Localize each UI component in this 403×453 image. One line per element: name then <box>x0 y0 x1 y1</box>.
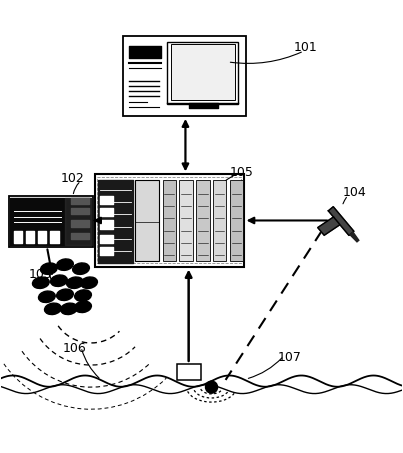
Text: 102: 102 <box>61 172 85 185</box>
Ellipse shape <box>50 275 67 286</box>
Ellipse shape <box>60 303 77 314</box>
Polygon shape <box>328 207 354 236</box>
Text: 107: 107 <box>278 351 302 363</box>
Text: 106: 106 <box>63 342 87 356</box>
Ellipse shape <box>75 290 91 301</box>
Polygon shape <box>318 217 340 235</box>
Text: 103: 103 <box>29 268 53 281</box>
FancyBboxPatch shape <box>230 180 243 260</box>
FancyBboxPatch shape <box>177 364 201 380</box>
Ellipse shape <box>33 277 49 289</box>
Ellipse shape <box>66 277 83 289</box>
FancyBboxPatch shape <box>9 197 93 246</box>
Ellipse shape <box>39 291 55 303</box>
FancyBboxPatch shape <box>179 180 193 260</box>
FancyBboxPatch shape <box>213 180 226 260</box>
FancyBboxPatch shape <box>95 174 244 267</box>
Circle shape <box>206 381 218 393</box>
FancyBboxPatch shape <box>170 44 235 100</box>
Text: 104: 104 <box>342 186 366 199</box>
FancyBboxPatch shape <box>162 180 176 260</box>
FancyBboxPatch shape <box>135 180 159 260</box>
FancyBboxPatch shape <box>196 180 210 260</box>
Text: 101: 101 <box>294 41 318 54</box>
Ellipse shape <box>41 263 57 275</box>
Ellipse shape <box>75 301 91 313</box>
Ellipse shape <box>45 303 61 314</box>
Text: 105: 105 <box>230 166 253 179</box>
Polygon shape <box>350 232 359 242</box>
FancyBboxPatch shape <box>167 42 238 104</box>
Ellipse shape <box>81 277 98 289</box>
Ellipse shape <box>56 289 73 300</box>
Ellipse shape <box>73 263 89 275</box>
FancyBboxPatch shape <box>123 36 246 116</box>
Ellipse shape <box>56 259 73 270</box>
